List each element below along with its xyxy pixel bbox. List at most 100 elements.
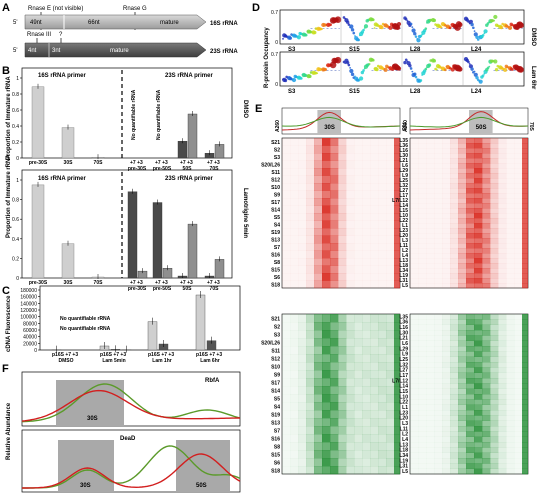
e-red-cell [498,168,507,174]
e-red-protein-label: L36 [399,143,408,149]
e-green-cell [514,319,523,325]
e-red-cell [298,205,307,214]
e-green-cell [514,314,523,320]
e-red-cell [474,168,483,174]
e-red-cell [482,168,491,174]
e-red-cell [378,205,387,214]
e-green-cell [506,383,515,389]
e-green-cell [298,378,307,387]
e-green-cell [410,340,419,347]
e-green-cell [362,370,371,379]
e-green-cell [410,410,419,416]
e-red-cell [482,223,491,229]
e-red-cell [434,253,443,259]
e-green-cell [498,378,507,384]
d-point [419,34,423,38]
b-ytick-label: 0.2 [12,140,19,146]
e-red-70s-cell [522,183,528,189]
e-red-cell [426,278,435,284]
b-ytick-label: 0.6 [12,108,19,114]
e-green-cell [490,314,499,320]
e-green-cell [442,388,451,395]
e-green-cell [514,362,523,368]
e-green-cell [506,367,515,373]
e-red-cell [458,218,467,224]
d-point [411,28,416,33]
e-red-cell [450,198,459,204]
e-red-cell [330,235,339,244]
e-red-cell [282,183,291,191]
e-green-protein-label: S12 [271,356,280,362]
e-red-cell [466,213,475,219]
e-red-cell [466,168,475,174]
e-green-cell [450,415,459,421]
e-red-cell [378,145,387,154]
e-red-cell [506,283,515,289]
e-red-cell [442,273,451,279]
e-red-70s-cell [522,258,528,264]
f-rbfa-30s: 30S [87,416,98,422]
e-green-cell [418,458,427,464]
e-red-protein-label: L23 [399,228,408,234]
e-red-cell [330,265,339,274]
e-red-cell [306,183,315,191]
e-green-protein-label: L27 [399,368,408,374]
d-point [432,18,437,23]
e-green-cell [410,431,419,437]
e-green-cell [490,436,499,443]
e-green-cell [282,466,291,475]
e-red-cell [514,268,523,274]
e-red-cell [514,178,523,184]
e-green-70s-cell [522,399,528,405]
e-green-cell [330,394,339,403]
e-red-cell [482,283,491,289]
e-green-70s-cell [522,340,528,347]
b-grp23-label: pre-30S [128,286,147,292]
d-cond-top: DMSO [530,28,536,46]
e-red-cell [282,243,291,251]
e-green-cell [410,319,419,325]
e-red-70s-cell [522,198,528,204]
e-red-protein-label: S8 [274,260,280,266]
e-red-cell [418,138,427,144]
e-green-cell [506,394,515,400]
e-red-cell [434,273,443,279]
e-red-cell [354,160,363,169]
e-red-cell [306,145,315,154]
e-red-protein-label: S15 [271,268,280,274]
e-red-cell [474,248,483,254]
e-red-cell [458,228,467,234]
e-red-cell [458,153,467,159]
d-point [478,79,483,84]
e-red-cell [498,183,507,189]
e-green-cell [282,450,291,459]
e-green-protein-label: L18 [399,448,408,454]
e-red-cell [322,213,331,221]
e-red-cell [458,138,467,144]
e-green-cell [426,324,435,331]
e-red-cell [474,198,483,204]
e-green-70s-cell [522,458,528,464]
d-protein-label: S15 [349,47,360,53]
e-green-cell [474,383,483,389]
e-green-cell [434,452,443,459]
e-green-70s-cell [522,394,528,400]
e-green-cell [498,324,507,331]
prime5-23s: 5' [13,48,17,54]
e-green-cell [298,402,307,411]
e-green-cell [442,468,451,475]
e-red-cell [306,198,315,206]
c-group-label: DMSO [59,358,74,364]
d-point [313,30,317,35]
e-green-protein-label: L23 [399,410,408,416]
e-green-cell [466,351,475,357]
e-red-cell [370,273,379,281]
e-red-cell [442,243,451,249]
b-bar-23s [127,191,138,279]
e-red-cell [514,138,523,144]
e-green-cell [426,388,435,395]
e-red-cell [378,198,387,206]
e-red-cell [474,253,483,259]
e-red-cell [442,213,451,219]
